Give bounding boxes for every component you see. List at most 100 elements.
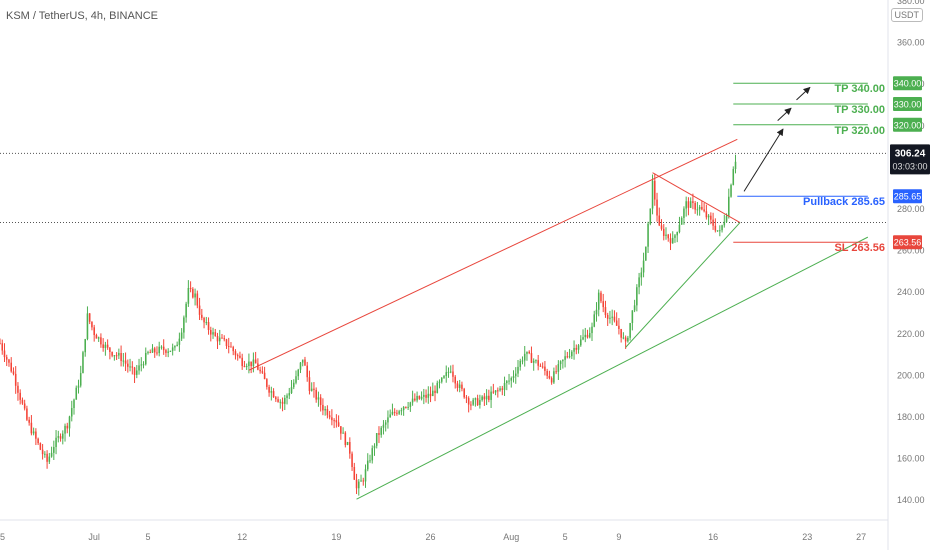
- candle-body: [414, 398, 416, 401]
- candle-body: [440, 377, 443, 382]
- candle-body: [396, 412, 398, 414]
- candle-body: [138, 365, 140, 371]
- candle-body: [519, 360, 522, 367]
- candle-body: [559, 361, 562, 365]
- level-annotation: SL 263.56: [834, 242, 885, 254]
- candle-body: [647, 223, 649, 247]
- candle-body: [122, 360, 125, 362]
- candle-body: [577, 345, 580, 350]
- candle-body: [438, 381, 441, 383]
- candle-body: [189, 287, 192, 289]
- currency-button[interactable]: USDT: [890, 8, 923, 22]
- x-tick-label: 23: [802, 532, 812, 542]
- candle-body: [588, 333, 591, 338]
- candle-body: [602, 301, 604, 308]
- candle-body: [640, 272, 643, 278]
- candle-body: [423, 394, 425, 397]
- candle-body: [292, 382, 295, 388]
- x-tick-label: Aug: [503, 532, 519, 542]
- candle-body: [344, 432, 347, 445]
- price-tag: [893, 97, 922, 111]
- candle-body: [84, 339, 86, 353]
- y-tick-label: 140.00: [897, 495, 925, 505]
- candle-body: [405, 406, 407, 408]
- candle-body: [12, 371, 15, 374]
- candle-body: [544, 366, 546, 371]
- candle-body: [326, 409, 329, 416]
- candle-body: [485, 395, 488, 400]
- candle-body: [680, 218, 683, 225]
- candle-body: [160, 346, 163, 348]
- candle-body: [461, 384, 463, 389]
- candle-body: [427, 393, 430, 398]
- candle-body: [618, 325, 620, 329]
- x-tick-label: 27: [856, 532, 866, 542]
- candle-body: [710, 215, 712, 220]
- candle-body: [59, 436, 62, 439]
- candle-body: [620, 328, 622, 338]
- candle-body: [627, 337, 629, 342]
- candle-body: [541, 366, 544, 368]
- y-tick-label: 160.00: [897, 454, 925, 464]
- candle-body: [187, 287, 190, 304]
- candle-body: [308, 377, 311, 391]
- candle-body: [416, 395, 418, 401]
- candle-body: [645, 246, 647, 261]
- candle-body: [349, 442, 351, 454]
- candle-body: [566, 356, 569, 358]
- level-annotation: TP 340.00: [834, 83, 885, 95]
- candle-body: [454, 376, 456, 384]
- candle-body: [443, 376, 445, 378]
- candle-body: [678, 224, 681, 233]
- candle-body: [279, 401, 282, 403]
- projection-arrow: [777, 107, 792, 122]
- candle-body: [111, 351, 113, 356]
- candle-body: [131, 366, 134, 368]
- candle-body: [353, 467, 356, 480]
- candle-body: [301, 359, 304, 363]
- candle-body: [236, 355, 239, 357]
- candle-body: [692, 201, 694, 203]
- candle-body: [409, 402, 412, 407]
- level-annotation: TP 320.00: [834, 125, 885, 137]
- candle-body: [333, 420, 335, 422]
- candle-body: [669, 238, 672, 244]
- candle-body: [687, 201, 690, 208]
- price-tag: [893, 189, 922, 204]
- candle-body: [272, 391, 275, 398]
- candle-body: [358, 481, 360, 489]
- candle-body: [62, 433, 64, 439]
- candle-body: [472, 399, 474, 405]
- candle-body: [512, 376, 515, 379]
- candle-body: [611, 316, 613, 318]
- candle-body: [557, 364, 560, 372]
- candle-body: [716, 230, 719, 232]
- candle-body: [553, 371, 555, 383]
- candle-body: [82, 352, 84, 374]
- candle-body: [194, 293, 196, 298]
- candle-body: [337, 422, 340, 427]
- candle-body: [366, 460, 369, 470]
- symbol-title[interactable]: KSM / TetherUS, 4h, BINANCE: [6, 10, 159, 22]
- candle-body: [391, 411, 394, 415]
- projection-arrow: [743, 128, 784, 192]
- candle-body: [28, 419, 30, 423]
- candle-body: [526, 351, 528, 354]
- candle-body: [102, 344, 104, 348]
- candle-body: [35, 431, 37, 439]
- candle-body: [532, 360, 535, 363]
- candle-body: [115, 355, 118, 357]
- candle-body: [100, 337, 102, 345]
- candle-body: [239, 355, 241, 358]
- candle-body: [127, 363, 129, 367]
- candle-body: [216, 336, 219, 342]
- candle-body: [192, 288, 194, 298]
- x-tick-label: 9: [616, 532, 621, 542]
- y-tick-label: 380.00: [897, 0, 925, 6]
- candle-body: [488, 395, 490, 400]
- x-tick-label: 25: [0, 532, 5, 542]
- candle-body: [667, 234, 670, 239]
- candle-body: [151, 348, 154, 353]
- candle-body: [124, 360, 127, 364]
